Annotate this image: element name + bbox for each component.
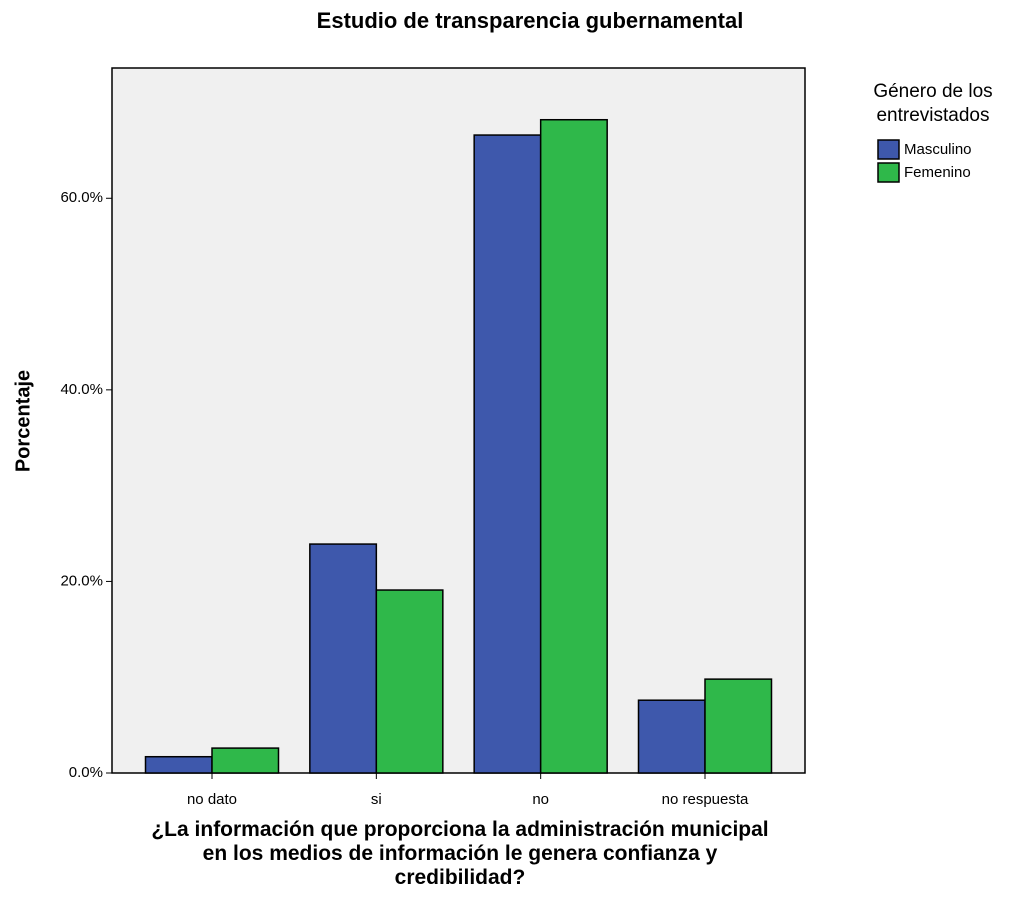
bar — [309, 543, 378, 774]
x-tick-label: no respuesta — [662, 791, 749, 808]
chart-title: Estudio de transparencia gubernamental — [317, 8, 744, 33]
bar — [704, 678, 773, 774]
bar — [539, 118, 608, 774]
plot-area — [111, 67, 806, 774]
legend-swatch — [877, 162, 900, 183]
x-tick-label: no dato — [187, 791, 237, 808]
y-tick-label: 60.0% — [60, 189, 103, 206]
legend-swatch — [877, 139, 900, 160]
legend-title: Género de los entrevistados — [873, 81, 993, 126]
bar — [144, 755, 213, 774]
y-tick-label: 20.0% — [60, 572, 103, 589]
bar — [637, 699, 706, 774]
y-axis-label: Porcentaje — [12, 370, 34, 472]
y-tick-label: 40.0% — [60, 381, 103, 398]
bar — [211, 747, 280, 774]
x-tick-label: si — [371, 791, 382, 808]
legend-label: Femenino — [904, 164, 971, 181]
y-tick-label: 0.0% — [69, 764, 103, 781]
x-tick-label: no — [532, 791, 549, 808]
bar — [473, 134, 542, 774]
legend-label: Masculino — [904, 141, 972, 158]
x-axis-label: ¿La información que proporciona la admin… — [151, 818, 769, 889]
bar — [375, 589, 444, 774]
